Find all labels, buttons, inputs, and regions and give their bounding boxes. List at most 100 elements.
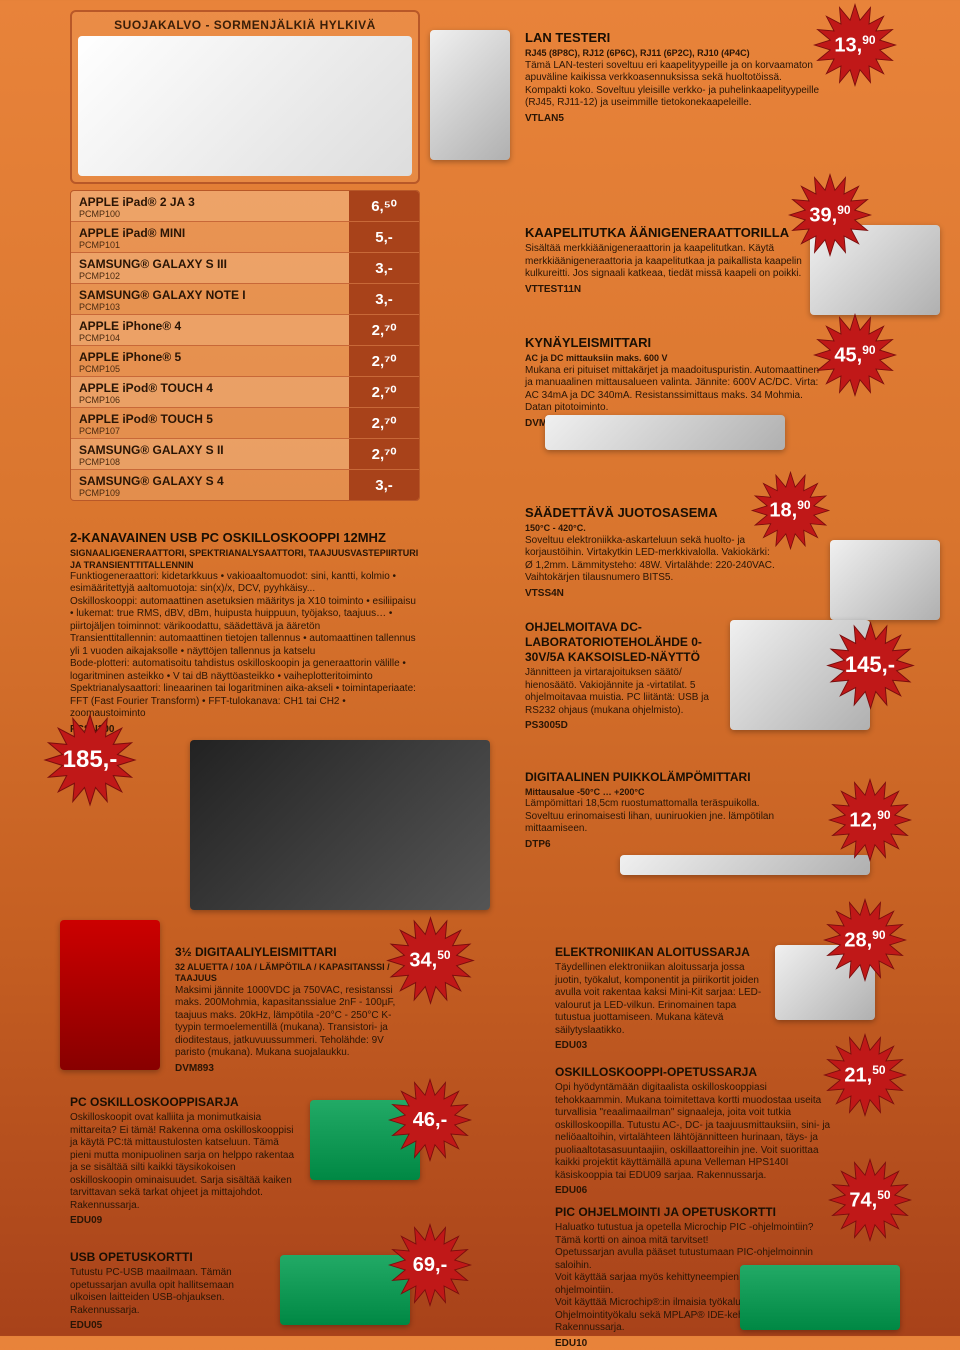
scope-d4: Bode-plotteri: automatisoitu tahdistus o… bbox=[70, 658, 420, 683]
usb-title: USB OPETUSKORTTI bbox=[70, 1250, 270, 1265]
table-row: APPLE iPhone® 4PCMP1042,⁷⁰ bbox=[71, 315, 419, 346]
pen-title: KYNÄYLEISMITTARI bbox=[525, 335, 825, 351]
table-row: SAMSUNG® GALAXY NOTE IPCMP1033,- bbox=[71, 284, 419, 315]
price-starburst: 145,- bbox=[823, 618, 918, 713]
solder-block: SÄÄDETTÄVÄ JUOTOSASEMA 150°C - 420°C. So… bbox=[525, 505, 775, 600]
starter-block: ELEKTRONIIKAN ALOITUSSARJA Täydellinen e… bbox=[555, 945, 770, 1053]
product-name-cell: SAMSUNG® GALAXY S IIPCMP108 bbox=[71, 439, 349, 469]
tracer-title: KAAPELITUTKA ÄÄNIGENERAATTORILLA bbox=[525, 225, 805, 241]
thermo-title: DIGITAALINEN PUIKKOLÄMPÖMITTARI bbox=[525, 770, 785, 785]
scope-d1: Funktiogeneraattori: kidetarkkuus • vaki… bbox=[70, 571, 420, 596]
product-price-cell: 5,- bbox=[349, 222, 419, 252]
psu-block: OHJELMOITAVA DC-LABORATORIOTEHOLÄHDE 0-3… bbox=[525, 620, 725, 733]
protector-table: APPLE iPad® 2 JA 3PCMP1006,⁵⁰APPLE iPad®… bbox=[70, 190, 420, 501]
product-price-cell: 2,⁷⁰ bbox=[349, 315, 419, 345]
lan-tester-image bbox=[430, 30, 510, 160]
product-name-cell: SAMSUNG® GALAXY S 4PCMP109 bbox=[71, 470, 349, 500]
table-row: APPLE iPhone® 5PCMP1052,⁷⁰ bbox=[71, 346, 419, 377]
table-row: APPLE iPad® MINIPCMP1015,- bbox=[71, 222, 419, 253]
tracer-code: VTTEST11N bbox=[525, 284, 805, 297]
dmm-desc: Maksimi jännite 1000VDC ja 750VAC, resis… bbox=[175, 985, 405, 1060]
price-starburst: 45,90 bbox=[810, 310, 900, 400]
protector-image bbox=[78, 36, 412, 176]
solder-title: SÄÄDETTÄVÄ JUOTOSASEMA bbox=[525, 505, 775, 521]
dmm-title: 3½ DIGITAALIYLEISMITTARI bbox=[175, 945, 405, 960]
pic-code: EDU10 bbox=[555, 1338, 825, 1350]
table-row: SAMSUNG® GALAXY S 4PCMP1093,- bbox=[71, 470, 419, 500]
product-price-cell: 3,- bbox=[349, 470, 419, 500]
thermo-desc: Lämpömittari 18,5cm ruostumattomalla ter… bbox=[525, 798, 785, 836]
eduscope-code: EDU06 bbox=[555, 1185, 835, 1198]
pic-image bbox=[740, 1265, 900, 1330]
product-price-cell: 3,- bbox=[349, 253, 419, 283]
eduscope-title: OSKILLOSKOOPPI-OPETUSSARJA bbox=[555, 1065, 835, 1080]
price-starburst: 74,50 bbox=[825, 1155, 915, 1245]
product-name-cell: APPLE iPhone® 4PCMP104 bbox=[71, 315, 349, 345]
tracer-desc: Sisältää merkkiäänigeneraattorin ja kaap… bbox=[525, 243, 805, 281]
product-price-cell: 2,⁷⁰ bbox=[349, 377, 419, 407]
product-name-cell: SAMSUNG® GALAXY S IIIPCMP102 bbox=[71, 253, 349, 283]
eduscope-block: OSKILLOSKOOPPI-OPETUSSARJA Opi hyödyntäm… bbox=[555, 1065, 835, 1198]
lan-code: VTLAN5 bbox=[525, 113, 825, 126]
product-price-cell: 2,⁷⁰ bbox=[349, 346, 419, 376]
product-price-cell: 3,- bbox=[349, 284, 419, 314]
scope-image bbox=[190, 740, 490, 910]
pcscope-desc: Oskilloskoopit ovat kalliita ja monimutk… bbox=[70, 1112, 300, 1212]
pen-image bbox=[545, 415, 785, 450]
psu-title: OHJELMOITAVA DC-LABORATORIOTEHOLÄHDE 0-3… bbox=[525, 620, 725, 665]
pen-sub: AC ja DC mittauksiin maks. 600 V bbox=[525, 353, 825, 364]
usb-code: EDU05 bbox=[70, 1320, 270, 1333]
scope-block: 2-KANAVAINEN USB PC OSKILLOSKOOPPI 12MHZ… bbox=[70, 530, 420, 736]
pic-title: PIC OHJELMOINTI JA OPETUSKORTTI bbox=[555, 1205, 825, 1220]
pen-desc: Mukana eri pituiset mittakärjet ja maado… bbox=[525, 365, 825, 415]
dmm-block: 3½ DIGITAALIYLEISMITTARI 32 ALUETTA / 10… bbox=[175, 945, 405, 1075]
product-name-cell: APPLE iPod® TOUCH 4PCMP106 bbox=[71, 377, 349, 407]
pcscope-code: EDU09 bbox=[70, 1215, 300, 1228]
solder-sub: 150°C - 420°C. bbox=[525, 523, 775, 534]
psu-desc: Jännitteen ja virtarajoituksen säätö/ hi… bbox=[525, 667, 725, 717]
product-name-cell: APPLE iPhone® 5PCMP105 bbox=[71, 346, 349, 376]
dmm-image bbox=[60, 920, 160, 1070]
product-name-cell: SAMSUNG® GALAXY NOTE IPCMP103 bbox=[71, 284, 349, 314]
usb-block: USB OPETUSKORTTI Tutustu PC-USB maailmaa… bbox=[70, 1250, 270, 1333]
solder-desc: Soveltuu elektroniikka-askarteluun sekä … bbox=[525, 535, 775, 585]
eduscope-desc: Opi hyödyntämään digitaalista oskillosko… bbox=[555, 1082, 835, 1182]
lan-sub: RJ45 (8P8C), RJ12 (6P6C), RJ11 (6P2C), R… bbox=[525, 48, 825, 59]
price-starburst: 28,90 bbox=[820, 895, 910, 985]
starter-desc: Täydellinen elektroniikan aloitussarja j… bbox=[555, 962, 770, 1037]
protector-title: SUOJAKALVO - SORMENJÄLKIÄ HYLKIVÄ bbox=[78, 18, 412, 32]
product-name-cell: APPLE iPod® TOUCH 5PCMP107 bbox=[71, 408, 349, 438]
lan-desc: Tämä LAN-testeri soveltuu eri kaapelityy… bbox=[525, 60, 825, 110]
price-starburst: 13,90 bbox=[810, 0, 900, 90]
solder-code: VTSS4N bbox=[525, 588, 775, 601]
price-starburst: 18,90 bbox=[748, 468, 833, 553]
price-starburst: 185,- bbox=[40, 710, 140, 810]
scope-d2: Oskilloskooppi: automaattinen asetuksien… bbox=[70, 596, 420, 634]
price-starburst: 34,50 bbox=[383, 913, 478, 1008]
starter-title: ELEKTRONIIKAN ALOITUSSARJA bbox=[555, 945, 770, 960]
product-price-cell: 2,⁷⁰ bbox=[349, 439, 419, 469]
thermo-code: DTP6 bbox=[525, 839, 785, 852]
screen-protector-panel: SUOJAKALVO - SORMENJÄLKIÄ HYLKIVÄ bbox=[70, 10, 420, 184]
product-name-cell: APPLE iPad® MINIPCMP101 bbox=[71, 222, 349, 252]
dmm-code: DVM893 bbox=[175, 1063, 405, 1076]
scope-title: 2-KANAVAINEN USB PC OSKILLOSKOOPPI 12MHZ bbox=[70, 530, 420, 546]
dmm-sub: 32 ALUETTA / 10A / LÄMPÖTILA / KAPASITAN… bbox=[175, 962, 405, 985]
lan-title: LAN TESTERI bbox=[525, 30, 825, 46]
table-row: APPLE iPad® 2 JA 3PCMP1006,⁵⁰ bbox=[71, 191, 419, 222]
product-name-cell: APPLE iPad® 2 JA 3PCMP100 bbox=[71, 191, 349, 221]
lan-tester-block: LAN TESTERI RJ45 (8P8C), RJ12 (6P6C), RJ… bbox=[525, 30, 825, 125]
scope-sub: SIGNAALIGENERAATTORI, SPEKTRIANALYSAATTO… bbox=[70, 548, 420, 571]
usb-desc: Tutustu PC-USB maailmaan. Tämän opetussa… bbox=[70, 1267, 270, 1317]
pcscope-block: PC OSKILLOSKOOPPISARJA Oskilloskoopit ov… bbox=[70, 1095, 300, 1228]
scope-d3: Transienttitallennin: automaattinen tiet… bbox=[70, 633, 420, 658]
price-starburst: 21,50 bbox=[820, 1030, 910, 1120]
table-row: SAMSUNG® GALAXY S IIPCMP1082,⁷⁰ bbox=[71, 439, 419, 470]
price-starburst: 12,90 bbox=[825, 775, 915, 865]
solder-image bbox=[830, 540, 940, 620]
product-price-cell: 2,⁷⁰ bbox=[349, 408, 419, 438]
price-starburst: 46,- bbox=[385, 1075, 475, 1165]
table-row: APPLE iPod® TOUCH 4PCMP1062,⁷⁰ bbox=[71, 377, 419, 408]
table-row: APPLE iPod® TOUCH 5PCMP1072,⁷⁰ bbox=[71, 408, 419, 439]
table-row: SAMSUNG® GALAXY S IIIPCMP1023,- bbox=[71, 253, 419, 284]
